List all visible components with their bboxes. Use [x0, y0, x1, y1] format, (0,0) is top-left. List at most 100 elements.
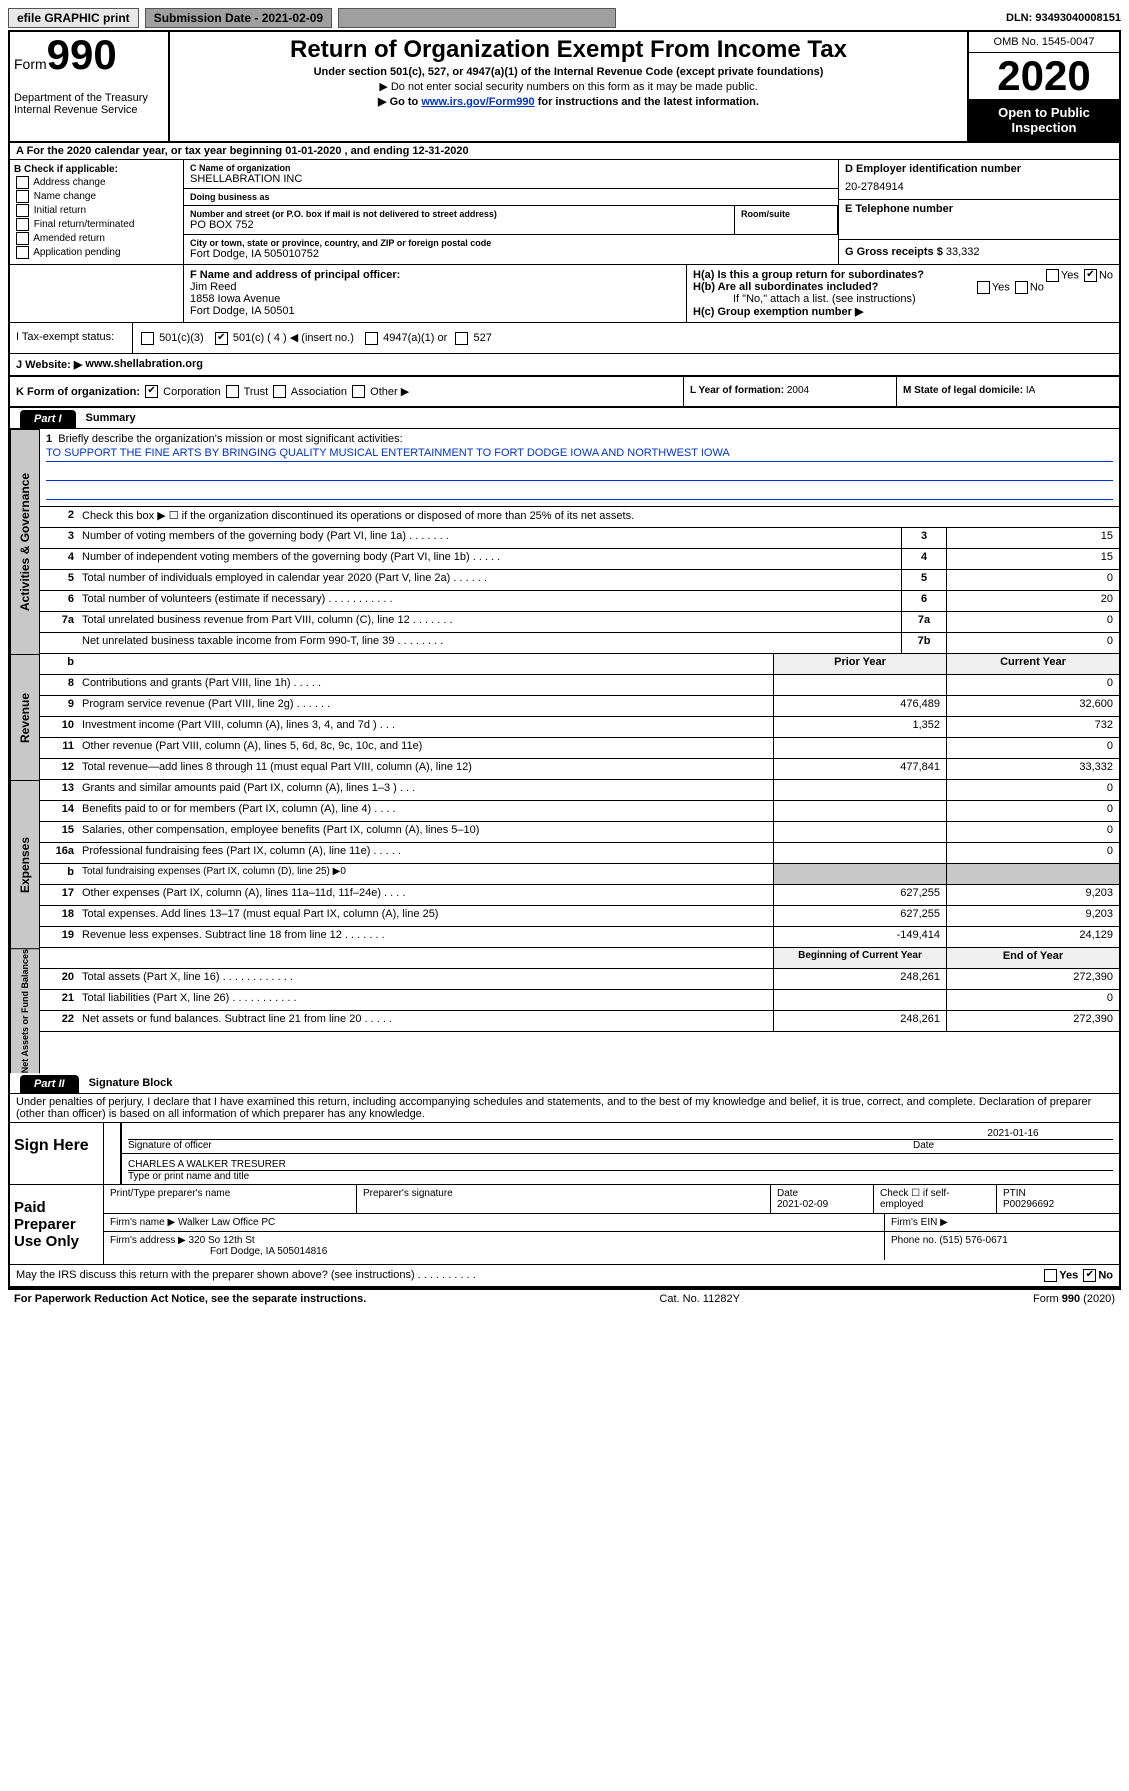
row-num: 22: [40, 1011, 78, 1031]
row-num: 21: [40, 990, 78, 1010]
prep-date: 2021-02-09: [777, 1199, 828, 1210]
row-curr: 0: [946, 780, 1119, 800]
ha-yes[interactable]: [1046, 269, 1059, 282]
section-l: L Year of formation: 2004: [684, 377, 897, 407]
hb-yes[interactable]: [977, 281, 990, 294]
section-b: B Check if applicable: Address change Na…: [10, 160, 184, 264]
row-curr: 9,203: [946, 906, 1119, 926]
instructions-link[interactable]: www.irs.gov/Form990: [421, 96, 534, 108]
discuss-yes[interactable]: [1044, 1269, 1057, 1282]
501c-label: 501(c) ( 4 ) ◀ (insert no.): [233, 332, 354, 344]
line16b-num: b: [40, 864, 78, 884]
vtab-revenue: Revenue: [10, 654, 40, 780]
top-toolbar: efile GRAPHIC print Submission Date - 20…: [8, 8, 1121, 28]
row-prior: [773, 675, 946, 695]
discuss-no[interactable]: [1083, 1269, 1096, 1282]
period-begin: 01-01-2020: [285, 145, 341, 157]
period-mid: , and ending: [341, 145, 412, 157]
header-center: Return of Organization Exempt From Incom…: [170, 32, 967, 141]
firm-addr2: Fort Dodge, IA 505014816: [210, 1246, 327, 1257]
org-form-label: K Form of organization:: [16, 386, 140, 398]
chk-final-label: Final return/terminated: [34, 219, 135, 230]
row-desc: Number of independent voting members of …: [78, 549, 901, 569]
chk-assoc[interactable]: [273, 385, 286, 398]
row-curr: 0: [946, 822, 1119, 842]
row-desc: Total number of individuals employed in …: [78, 570, 901, 590]
chk-amended[interactable]: [16, 232, 29, 245]
omb-number: OMB No. 1545-0047: [969, 32, 1119, 53]
chk-pending[interactable]: [16, 246, 29, 259]
row-num: 6: [40, 591, 78, 611]
row-curr: 272,390: [946, 969, 1119, 989]
chk-other[interactable]: [352, 385, 365, 398]
blank-button[interactable]: [338, 8, 616, 28]
form-header: Form990 Department of the Treasury Inter…: [10, 32, 1119, 143]
net-hdr-desc: [78, 948, 773, 968]
vtab-net: Net Assets or Fund Balances: [10, 948, 40, 1073]
submission-button[interactable]: Submission Date - 2021-02-09: [145, 8, 332, 28]
row-prior: 1,352: [773, 717, 946, 737]
gross-value: 33,332: [946, 246, 980, 258]
row-desc: Total assets (Part X, line 16) . . . . .…: [78, 969, 773, 989]
row-curr: 0: [946, 801, 1119, 821]
chk-final[interactable]: [16, 218, 29, 231]
part2-tab: Part II: [20, 1075, 79, 1093]
section-d: D Employer identification number 20-2784…: [839, 160, 1119, 264]
efile-button[interactable]: efile GRAPHIC print: [8, 8, 139, 28]
chk-corp[interactable]: [145, 385, 158, 398]
firm-name-label: Firm's name ▶: [110, 1217, 175, 1228]
section-f: F Name and address of principal officer:…: [183, 265, 687, 322]
chk-527[interactable]: [455, 332, 468, 345]
row-num: 4: [40, 549, 78, 569]
section-k: K Form of organization: Corporation Trus…: [10, 377, 684, 407]
sig-officer-label: Signature of officer: [128, 1140, 212, 1151]
row-prior: [773, 801, 946, 821]
domicile-label: M State of legal domicile:: [903, 385, 1023, 396]
row-num: 16a: [40, 843, 78, 863]
hb-no[interactable]: [1015, 281, 1028, 294]
domicile: IA: [1026, 385, 1035, 396]
chk-initial[interactable]: [16, 204, 29, 217]
chk-501c3[interactable]: [141, 332, 154, 345]
row-curr: 33,332: [946, 759, 1119, 779]
officer-typed-name: CHARLES A WALKER TRESURER: [128, 1159, 1113, 1170]
chk-amended-label: Amended return: [33, 233, 105, 244]
chk-trust[interactable]: [226, 385, 239, 398]
mission-text: TO SUPPORT THE FINE ARTS BY BRINGING QUA…: [46, 447, 1113, 462]
part2-title: Signature Block: [89, 1077, 173, 1089]
chk-address[interactable]: [16, 176, 29, 189]
table-row: 8Contributions and grants (Part VIII, li…: [40, 675, 1119, 696]
firm-addr1: 320 So 12th St: [189, 1235, 255, 1246]
org-name: SHELLABRATION INC: [190, 173, 832, 185]
hc-label: H(c) Group exemption number ▶: [693, 306, 863, 318]
row-prior: 248,261: [773, 1011, 946, 1031]
chk-4947[interactable]: [365, 332, 378, 345]
sig-date: 2021-01-16: [913, 1128, 1113, 1139]
row-prior: 248,261: [773, 969, 946, 989]
row-num: 15: [40, 822, 78, 842]
row-desc: Number of voting members of the governin…: [78, 528, 901, 548]
row-desc: Other revenue (Part VIII, column (A), li…: [78, 738, 773, 758]
table-row: 17Other expenses (Part IX, column (A), l…: [40, 885, 1119, 906]
assoc-label: Association: [291, 386, 347, 398]
row-curr: 732: [946, 717, 1119, 737]
section-m: M State of legal domicile: IA: [897, 377, 1119, 407]
row-num: 17: [40, 885, 78, 905]
chk-name[interactable]: [16, 190, 29, 203]
row-desc: Total revenue—add lines 8 through 11 (mu…: [78, 759, 773, 779]
chk-initial-label: Initial return: [34, 205, 86, 216]
row-prior: 627,255: [773, 885, 946, 905]
row-prior: [773, 990, 946, 1010]
form-title: Return of Organization Exempt From Incom…: [178, 36, 959, 64]
ein-value: 20-2784914: [845, 181, 1113, 193]
phone-label: Phone no.: [891, 1235, 937, 1246]
other-label: Other ▶: [370, 386, 409, 398]
chk-501c4[interactable]: [215, 332, 228, 345]
prep-sig-label: Preparer's signature: [357, 1185, 771, 1213]
row-num: 18: [40, 906, 78, 926]
row-desc: Total number of volunteers (estimate if …: [78, 591, 901, 611]
discuss-text: May the IRS discuss this return with the…: [16, 1269, 1042, 1282]
row-val: 0: [946, 633, 1119, 653]
ha-no[interactable]: [1084, 269, 1097, 282]
table-row: 14Benefits paid to or for members (Part …: [40, 801, 1119, 822]
